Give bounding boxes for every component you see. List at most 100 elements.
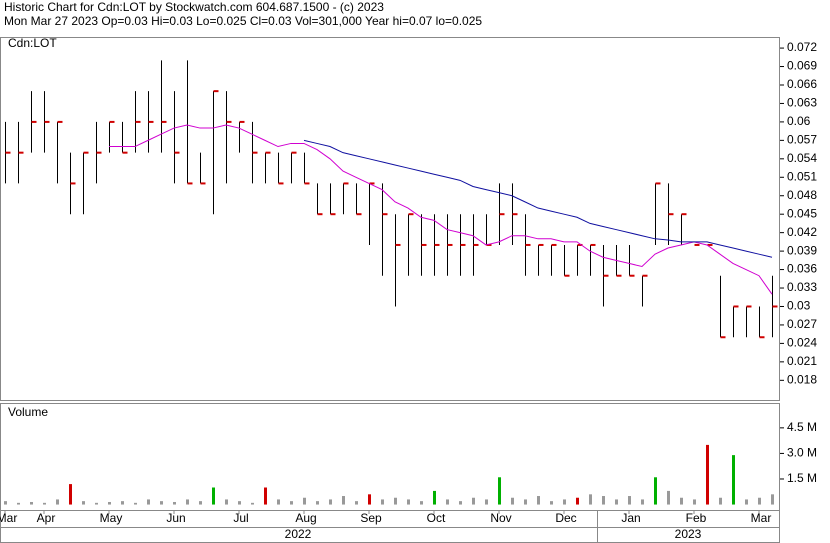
x-tick-label: Jul <box>233 511 248 525</box>
volume-bar <box>95 502 98 505</box>
year-label: 2022 <box>285 527 312 541</box>
volume-bar <box>186 499 189 505</box>
volume-bar <box>17 502 20 505</box>
volume-bar <box>537 496 540 505</box>
volume-bar <box>732 455 735 505</box>
volume-bar <box>771 494 774 505</box>
x-tick-label: Aug <box>295 511 316 525</box>
volume-bar <box>511 497 514 505</box>
volume-bar <box>199 501 202 505</box>
y-tick-label: 0.03 <box>787 299 811 313</box>
x-tick-label: Jun <box>166 511 185 525</box>
volume-bar <box>173 501 176 505</box>
x-tick-label: Oct <box>427 511 446 525</box>
volume-bar <box>355 501 358 505</box>
x-tick-label: Jan <box>621 511 640 525</box>
volume-bar <box>420 501 423 505</box>
volume-bar <box>316 501 319 505</box>
volume-panel <box>0 403 780 511</box>
volume-bar <box>745 499 748 505</box>
volume-label: Volume <box>8 405 48 419</box>
y-tick-label: 0.051 <box>787 169 817 183</box>
x-tick-label: Sep <box>360 511 382 525</box>
volume-bar <box>225 499 228 505</box>
volume-bar <box>524 499 527 505</box>
y-tick-label: 0.045 <box>787 206 817 220</box>
volume-bar <box>615 499 618 505</box>
y-tick-label: 0.057 <box>787 133 817 147</box>
y-tick-label: 0.06 <box>787 114 811 128</box>
y-tick-label: 0.018 <box>787 372 817 386</box>
volume-bar <box>472 497 475 505</box>
volume-bar <box>706 444 709 505</box>
volume-bar <box>82 501 85 505</box>
y-tick-label: 0.048 <box>787 188 817 202</box>
volume-bar <box>602 496 605 505</box>
y-tick-label: 0.066 <box>787 77 817 91</box>
volume-bar <box>368 494 371 505</box>
volume-bar <box>719 497 722 505</box>
volume-bar <box>4 501 7 505</box>
y-tick-label: 0.072 <box>787 40 817 54</box>
volume-bar <box>550 501 553 505</box>
symbol-label: Cdn:LOT <box>8 36 57 50</box>
price-panel <box>0 37 780 401</box>
y-tick-label: 1.5 M <box>787 471 817 485</box>
volume-bar <box>264 487 267 505</box>
x-tick-label: Apr <box>37 511 56 525</box>
x-tick-label: Nov <box>490 511 511 525</box>
x-tick-label: Mar <box>0 511 17 525</box>
volume-bar <box>56 499 59 505</box>
volume-bar <box>290 501 293 505</box>
volume-bar <box>446 499 449 505</box>
volume-bar <box>30 501 33 505</box>
x-tick-label: Feb <box>686 511 707 525</box>
y-tick-label: 0.039 <box>787 243 817 257</box>
y-tick-label: 4.5 M <box>787 420 817 434</box>
volume-bar <box>407 499 410 505</box>
y-tick-label: 0.021 <box>787 354 817 368</box>
volume-bar <box>121 501 124 505</box>
volume-bar <box>277 499 280 505</box>
x-tick-label: Dec <box>555 511 576 525</box>
volume-bar <box>563 499 566 505</box>
volume-bar <box>108 501 111 505</box>
moving-average <box>109 124 773 295</box>
y-tick-label: 0.033 <box>787 280 817 294</box>
x-tick-label: May <box>100 511 123 525</box>
volume-bar <box>303 497 306 505</box>
volume-bar <box>667 490 670 505</box>
volume-bar <box>459 501 462 505</box>
volume-bar <box>628 496 631 505</box>
volume-bar <box>485 499 488 505</box>
volume-bar <box>641 499 644 505</box>
moving-average <box>303 139 773 258</box>
y-tick-label: 0.027 <box>787 317 817 331</box>
volume-bar <box>251 502 254 505</box>
volume-bar <box>576 497 579 505</box>
volume-bar <box>43 502 46 505</box>
y-tick-label: 0.063 <box>787 96 817 110</box>
y-tick-label: 3.0 M <box>787 446 817 460</box>
volume-bar <box>134 502 137 505</box>
y-tick-label: 0.024 <box>787 336 817 350</box>
y-tick-label: 0.054 <box>787 151 817 165</box>
y-tick-label: 0.069 <box>787 59 817 73</box>
volume-bar <box>758 497 761 505</box>
volume-bar <box>680 497 683 505</box>
y-tick-label: 0.036 <box>787 262 817 276</box>
chart-title: Historic Chart for Cdn:LOT by Stockwatch… <box>4 0 384 14</box>
volume-bar <box>654 477 657 505</box>
volume-bar <box>212 487 215 505</box>
year-label: 2023 <box>675 527 702 541</box>
volume-bar <box>69 484 72 505</box>
volume-bar <box>342 496 345 505</box>
volume-bar <box>160 501 163 505</box>
volume-bar <box>381 499 384 505</box>
x-tick-label: Mar <box>751 511 772 525</box>
volume-bar <box>147 499 150 505</box>
volume-bar <box>329 499 332 505</box>
chart-subtitle: Mon Mar 27 2023 Op=0.03 Hi=0.03 Lo=0.025… <box>4 14 482 28</box>
volume-bar <box>433 490 436 505</box>
